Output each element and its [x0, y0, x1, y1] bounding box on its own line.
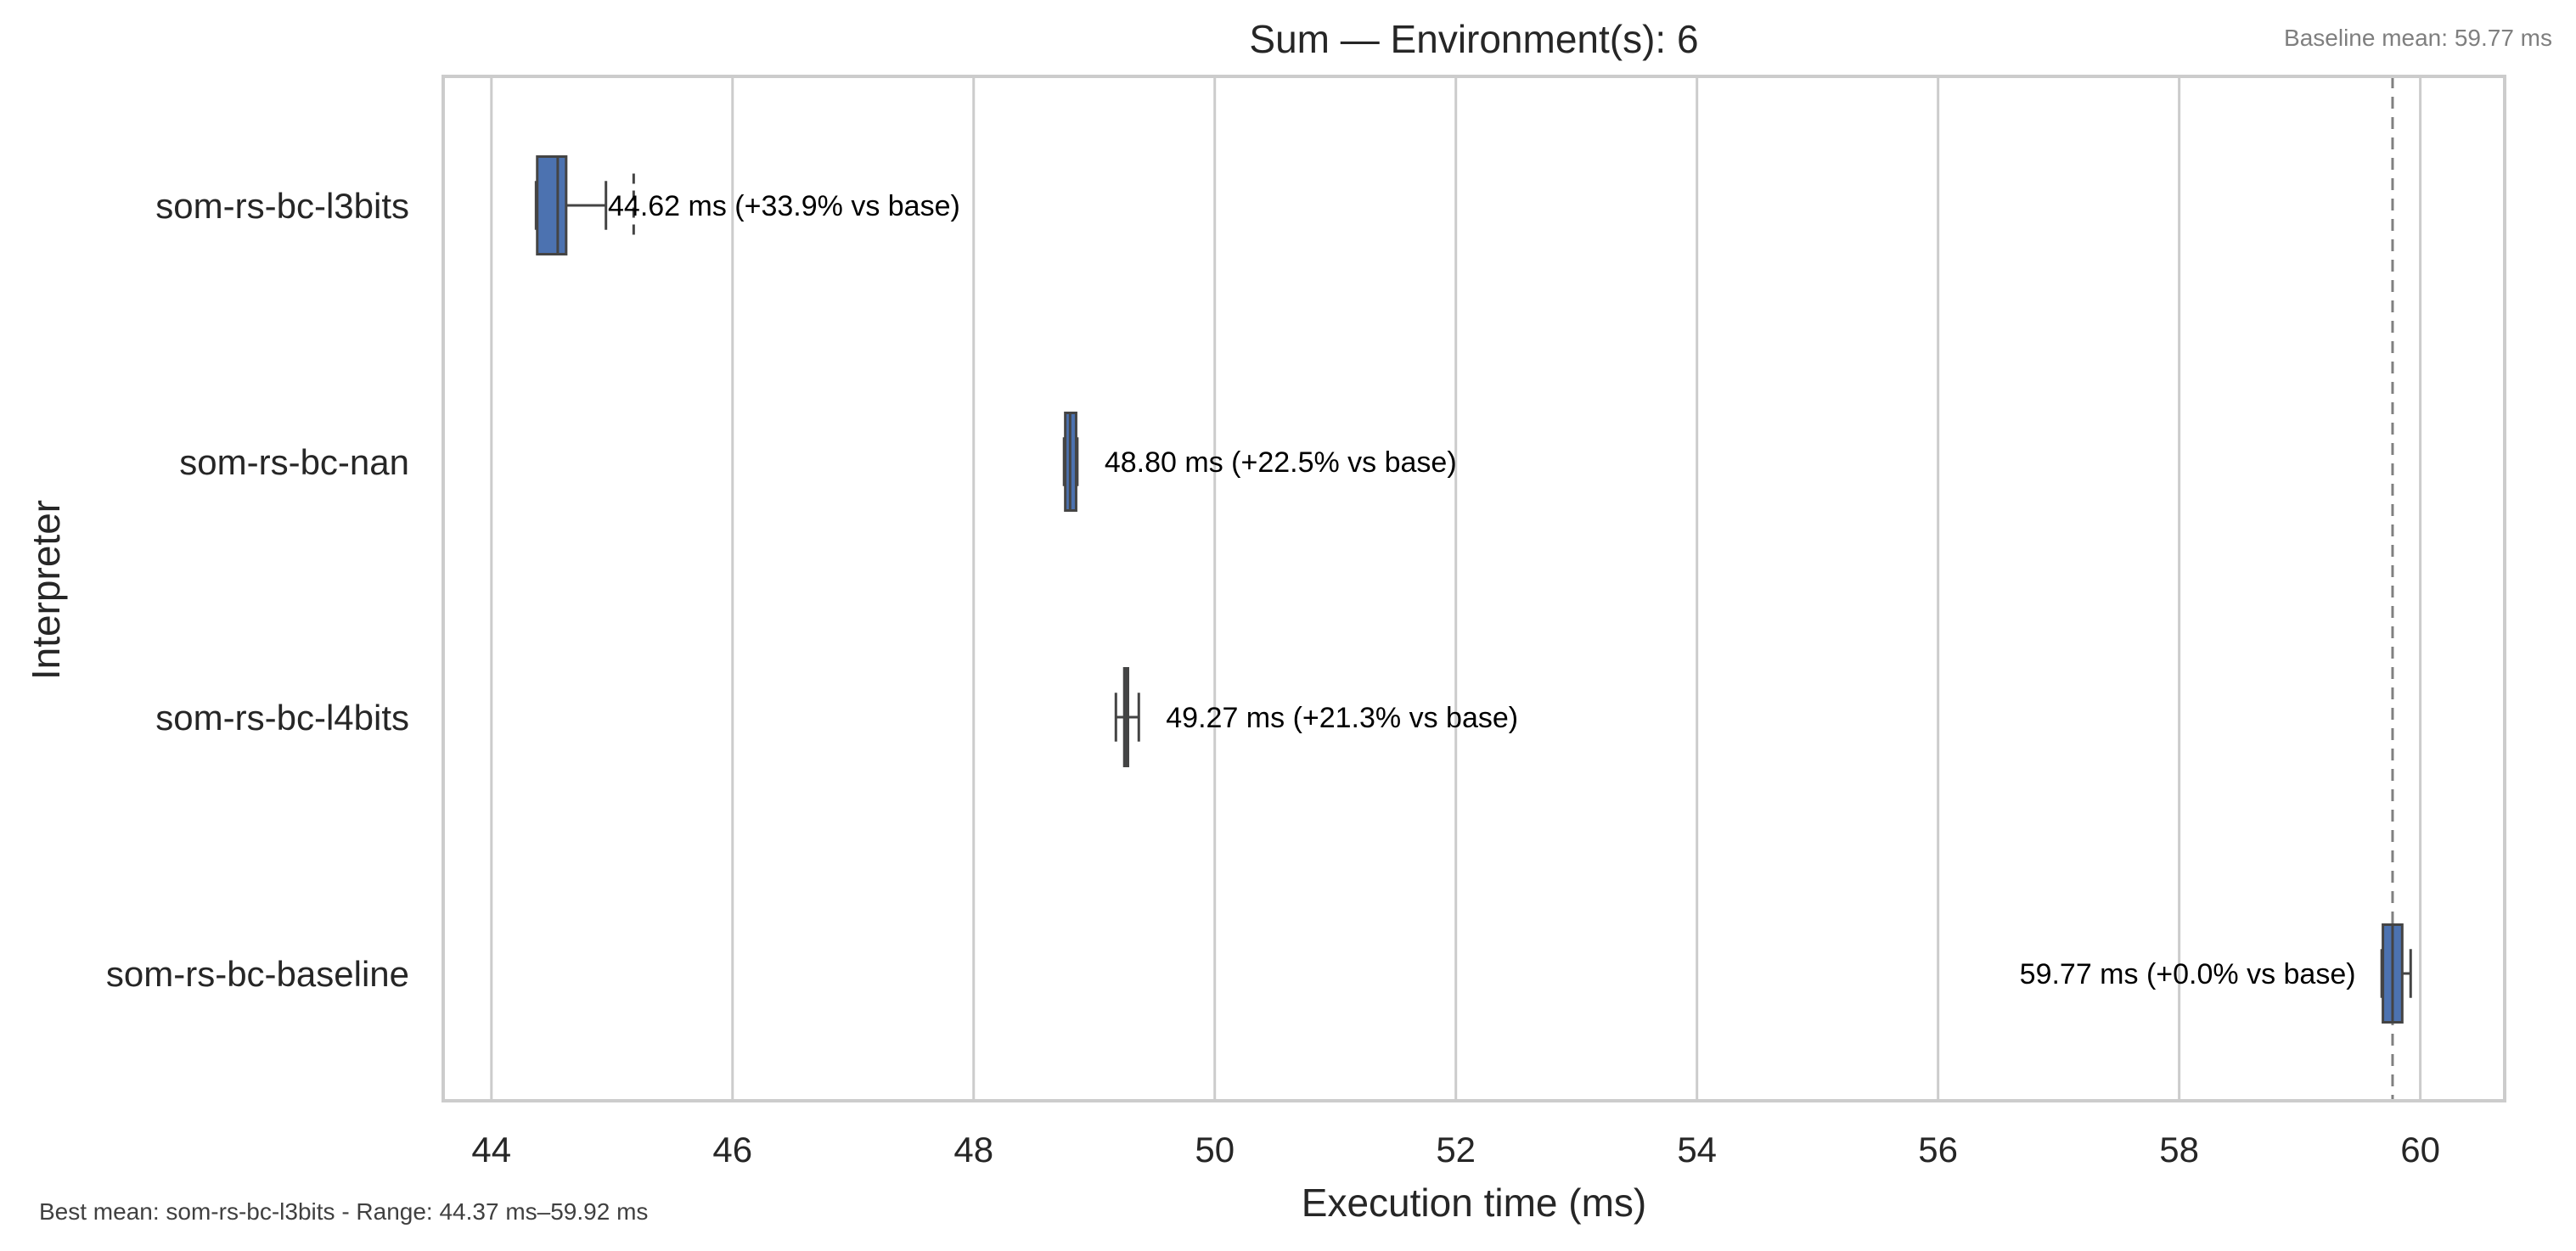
x-axis-ticks: 44 46 48 50 52 54 56 58 60 [471, 1130, 2440, 1170]
y-tick-label: som-rs-bc-nan [179, 442, 409, 482]
boxplot-som-rs-bc-l3bits [534, 155, 635, 255]
x-tick-label: 56 [1918, 1130, 1958, 1170]
y-axis-label: Interpreter [24, 500, 68, 680]
x-tick-label: 46 [712, 1130, 752, 1170]
y-tick-label: som-rs-bc-baseline [106, 954, 409, 994]
x-axis-label: Execution time (ms) [1302, 1181, 1646, 1225]
x-tick-label: 52 [1436, 1130, 1476, 1170]
y-tick-label: som-rs-bc-l3bits [155, 186, 409, 226]
chart-title: Sum — Environment(s): 6 [1249, 17, 1698, 61]
box [536, 155, 568, 255]
x-tick-label: 48 [953, 1130, 993, 1170]
x-tick-label: 50 [1195, 1130, 1235, 1170]
y-axis-ticks: som-rs-bc-l3bits som-rs-bc-nan som-rs-bc-l… [106, 186, 409, 994]
boxplot-som-rs-bc-nan [1062, 412, 1079, 512]
footer-note: Best mean: som-rs-bc-l3bits - Range: 44.… [39, 1198, 648, 1225]
annotation-som-rs-bc-nan: 48.80 ms (+22.5% vs base) [1105, 446, 1457, 479]
x-tick-label: 54 [1677, 1130, 1717, 1170]
gridlines [490, 76, 2422, 1101]
baseline-note: Baseline mean: 59.77 ms [2284, 25, 2552, 51]
annotation-som-rs-bc-baseline: 59.77 ms (+0.0% vs base) [2020, 958, 2356, 990]
boxplot-som-rs-bc-l4bits [1114, 667, 1140, 767]
x-tick-label: 60 [2400, 1130, 2440, 1170]
annotation-som-rs-bc-l3bits: 44.62 ms (+33.9% vs base) [608, 190, 960, 222]
x-tick-label: 44 [471, 1130, 511, 1170]
plot-frame [442, 75, 2506, 1102]
annotation-som-rs-bc-l4bits: 49.27 ms (+21.3% vs base) [1166, 702, 1518, 734]
boxplots [534, 155, 2412, 1024]
boxplot-som-rs-bc-baseline [2380, 923, 2412, 1024]
annotations: 44.62 ms (+33.9% vs base) 48.80 ms (+22.5… [608, 190, 2356, 990]
y-tick-label: som-rs-bc-l4bits [155, 698, 409, 738]
x-tick-label: 58 [2159, 1130, 2199, 1170]
